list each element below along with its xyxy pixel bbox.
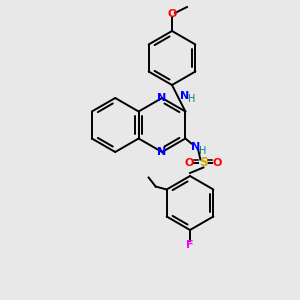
Text: N: N (180, 91, 189, 101)
Text: S: S (199, 156, 208, 169)
Text: O: O (213, 158, 222, 167)
Text: N: N (158, 147, 166, 157)
Text: O: O (185, 158, 194, 167)
Text: O: O (167, 9, 177, 19)
Text: F: F (186, 240, 194, 250)
Text: H: H (188, 94, 195, 104)
Text: N: N (191, 142, 200, 152)
Text: H: H (199, 146, 206, 155)
Text: N: N (158, 93, 166, 103)
